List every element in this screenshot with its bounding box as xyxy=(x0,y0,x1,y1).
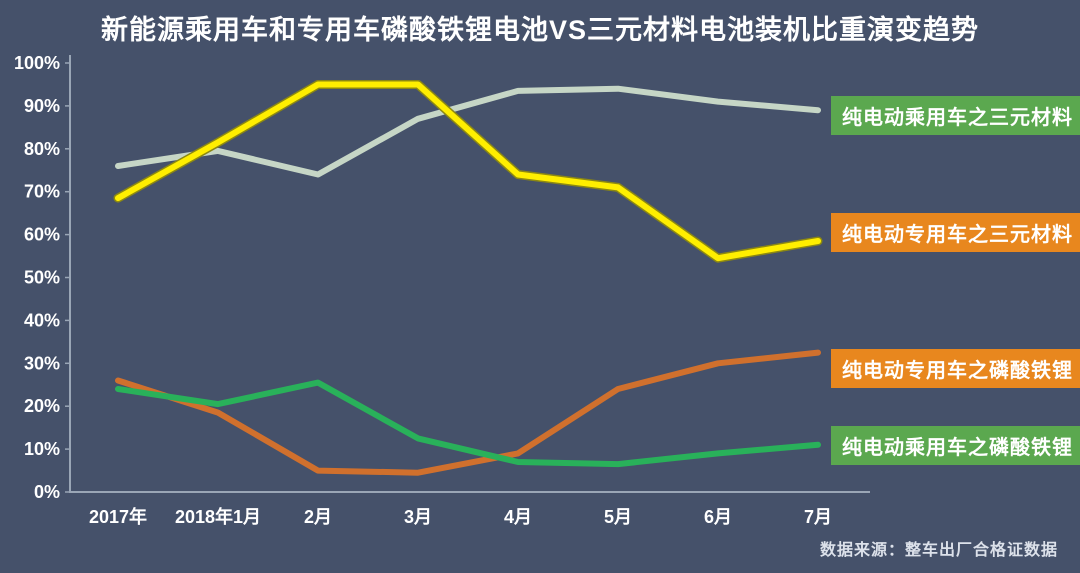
y-tick-label: 100% xyxy=(14,53,60,73)
y-tick-label: 50% xyxy=(24,268,60,288)
x-tick-label: 2017年 xyxy=(89,506,147,527)
x-tick-label: 7月 xyxy=(804,507,832,527)
series-line xyxy=(115,379,821,468)
legend-passenger-lfp: 纯电动乘用车之磷酸铁锂 xyxy=(831,426,1080,465)
chart-title: 新能源乘用车和专用车磷酸铁锂电池VS三元材料电池装机比重演变趋势 xyxy=(100,15,980,45)
y-tick-label: 10% xyxy=(24,439,60,459)
y-tick-label: 0% xyxy=(34,482,60,502)
y-tick-label: 90% xyxy=(24,96,60,116)
series-line xyxy=(115,81,821,262)
series-line-underlay xyxy=(113,80,823,263)
x-tick-label: 2018年1月 xyxy=(175,506,261,527)
legend-passenger-ternary: 纯电动乘用车之三元材料 xyxy=(831,96,1080,135)
legend-special-lfp: 纯电动专用车之磷酸铁锂 xyxy=(831,349,1080,388)
y-tick-label: 80% xyxy=(24,139,60,159)
x-tick-label: 6月 xyxy=(704,507,732,527)
y-tick-label: 60% xyxy=(24,225,60,245)
x-tick-label: 4月 xyxy=(504,507,532,527)
data-source-note: 数据来源：整车出厂合格证数据 xyxy=(819,542,1058,559)
series-line xyxy=(115,85,821,178)
y-tick-label: 30% xyxy=(24,353,60,373)
y-tick-label: 40% xyxy=(24,310,60,330)
legend-special-ternary: 纯电动专用车之三元材料 xyxy=(831,213,1080,252)
y-tick-label: 20% xyxy=(24,396,60,416)
series-line xyxy=(115,349,821,476)
x-tick-label: 3月 xyxy=(404,507,432,527)
x-tick-label: 2月 xyxy=(304,507,332,527)
x-tick-label: 5月 xyxy=(604,507,632,527)
y-tick-label: 70% xyxy=(24,182,60,202)
